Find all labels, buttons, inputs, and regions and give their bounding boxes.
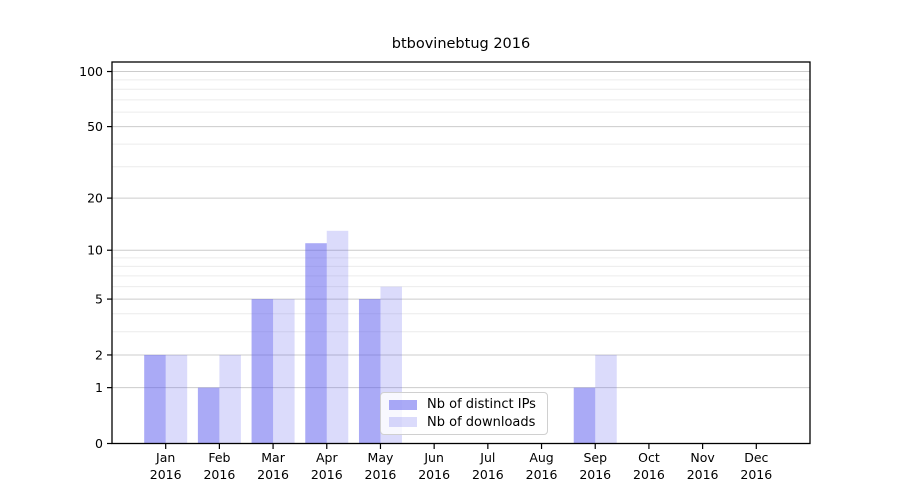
legend-swatch-downloads <box>389 417 417 428</box>
x-tick-label-month-aug: Aug <box>529 450 553 465</box>
legend-swatch-distinct-ips <box>389 399 417 410</box>
x-tick-label-month-jul: Jul <box>479 450 495 465</box>
bar-distinct-ips-mar <box>251 299 274 444</box>
x-tick-label-month-sep: Sep <box>583 450 607 465</box>
x-tick-label-month-nov: Nov <box>690 450 715 465</box>
bar-distinct-ips-may <box>358 299 381 444</box>
x-tick-label-year-nov: 2016 <box>687 467 719 482</box>
x-tick-label-month-oct: Oct <box>638 450 660 465</box>
x-tick-label-month-feb: Feb <box>208 450 230 465</box>
bar-distinct-ips-jan <box>144 354 166 444</box>
y-tick-label-1: 1 <box>95 380 103 395</box>
bar-distinct-ips-sep <box>573 387 596 444</box>
bar-downloads-sep <box>595 354 617 444</box>
bar-distinct-ips-apr <box>305 243 327 444</box>
x-tick-label-month-jan: Jan <box>155 450 175 465</box>
x-tick-label-month-apr: Apr <box>316 450 338 465</box>
bar-downloads-mar <box>273 299 295 444</box>
x-tick-label-year-jan: 2016 <box>150 467 182 482</box>
x-tick-label-year-dec: 2016 <box>740 467 772 482</box>
chart-title: btbovinebtug 2016 <box>391 36 531 52</box>
bar-downloads-apr <box>326 230 349 444</box>
x-tick-label-month-dec: Dec <box>744 450 768 465</box>
bar-downloads-jan <box>165 354 188 444</box>
y-tick-label-0: 0 <box>95 436 103 451</box>
legend-item-distinct-ips: Nb of distinct IPs <box>389 396 539 414</box>
x-tick-label-month-may: May <box>368 450 394 465</box>
x-tick-label-year-jun: 2016 <box>418 467 450 482</box>
x-tick-label-year-mar: 2016 <box>257 467 289 482</box>
x-tick-label-month-mar: Mar <box>261 450 285 465</box>
y-tick-label-2: 2 <box>95 347 103 362</box>
bar-downloads-feb <box>219 354 241 444</box>
y-tick-label-5: 5 <box>95 292 103 307</box>
legend-label-distinct-ips: Nb of distinct IPs <box>427 397 536 413</box>
x-tick-label-year-sep: 2016 <box>579 467 611 482</box>
plot-border <box>111 61 811 445</box>
x-tick-label-year-may: 2016 <box>365 467 397 482</box>
legend-label-downloads: Nb of downloads <box>427 414 536 430</box>
legend: Nb of distinct IPs Nb of downloads <box>380 392 548 435</box>
x-tick-label-year-apr: 2016 <box>311 467 343 482</box>
x-tick-label-month-jun: Jun <box>423 450 444 465</box>
x-tick-label-year-jul: 2016 <box>472 467 504 482</box>
x-tick-label-year-feb: 2016 <box>203 467 235 482</box>
bar-distinct-ips-feb <box>197 387 220 444</box>
x-tick-label-year-oct: 2016 <box>633 467 665 482</box>
y-tick-label-100: 100 <box>79 64 103 79</box>
y-tick-label-20: 20 <box>87 191 103 206</box>
y-tick-label-10: 10 <box>87 243 103 258</box>
y-tick-label-50: 50 <box>87 119 103 134</box>
x-tick-label-year-aug: 2016 <box>526 467 558 482</box>
legend-item-downloads: Nb of downloads <box>389 414 539 432</box>
